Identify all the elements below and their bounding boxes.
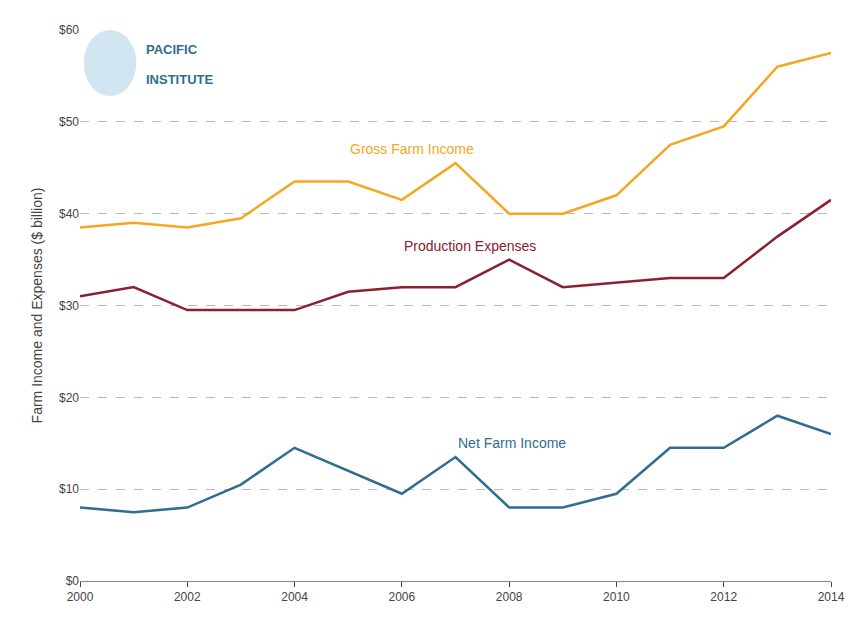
svg-text:$20: $20 [59,391,79,405]
svg-text:Production Expenses: Production Expenses [404,238,536,254]
svg-text:Gross Farm Income: Gross Farm Income [350,141,474,157]
svg-text:$40: $40 [59,207,79,221]
svg-text:Farm Income and Expenses ($ bi: Farm Income and Expenses ($ billion) [29,188,45,424]
svg-text:$50: $50 [59,115,79,129]
svg-text:INSTITUTE: INSTITUTE [146,72,213,87]
svg-text:2004: 2004 [281,590,308,604]
svg-text:2008: 2008 [496,590,523,604]
svg-text:2010: 2010 [603,590,630,604]
svg-text:PACIFIC: PACIFIC [146,42,198,57]
svg-text:$60: $60 [59,23,79,37]
svg-text:Net Farm Income: Net Farm Income [458,435,566,451]
svg-text:$10: $10 [59,482,79,496]
svg-text:2002: 2002 [174,590,201,604]
svg-text:$30: $30 [59,299,79,313]
svg-text:2012: 2012 [710,590,737,604]
svg-text:2014: 2014 [818,590,845,604]
svg-text:$0: $0 [66,574,80,588]
svg-text:2006: 2006 [389,590,416,604]
svg-text:2000: 2000 [67,590,94,604]
